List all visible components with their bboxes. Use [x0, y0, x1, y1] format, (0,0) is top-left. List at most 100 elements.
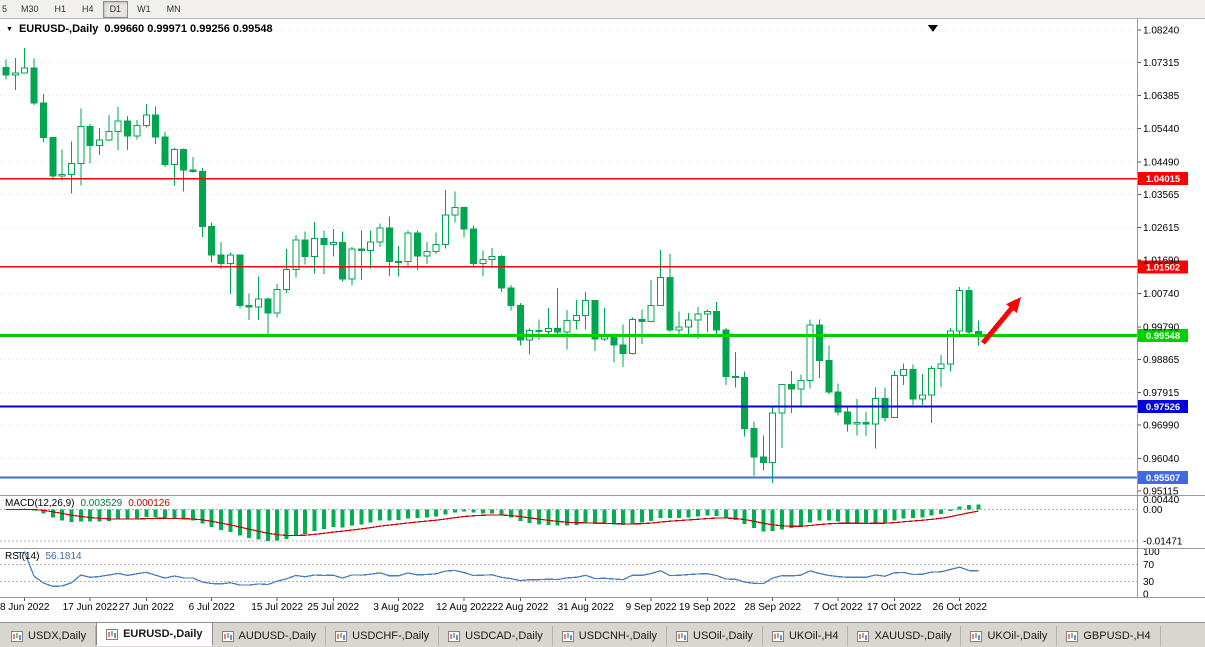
- macd-signal-line: [5, 508, 979, 537]
- symbol-tab-audusd-daily[interactable]: AUDUSD-,Daily: [213, 626, 327, 646]
- svg-text:0: 0: [1143, 590, 1149, 601]
- svg-text:0.99790: 0.99790: [1143, 322, 1180, 333]
- svg-text:7 Oct 2022: 7 Oct 2022: [814, 602, 863, 613]
- horizontal-line[interactable]: 1.01502: [0, 260, 1188, 274]
- svg-text:0.98865: 0.98865: [1143, 355, 1180, 366]
- svg-text:22 Aug 2022: 22 Aug 2022: [492, 602, 549, 613]
- price-label-badge: 0.99548: [1138, 328, 1188, 342]
- svg-text:-0.01471: -0.01471: [1143, 537, 1183, 548]
- svg-text:0.00440: 0.00440: [1143, 495, 1180, 506]
- price-label-badge: 1.01502: [1138, 260, 1188, 274]
- svg-text:17 Jun 2022: 17 Jun 2022: [63, 602, 118, 613]
- svg-text:0.96040: 0.96040: [1143, 454, 1180, 465]
- rsi-line: [15, 551, 979, 588]
- symbol-tab-label: UKOil-,Daily: [987, 630, 1048, 642]
- horizontal-line[interactable]: 1.04015: [0, 172, 1188, 186]
- svg-text:19 Sep 2022: 19 Sep 2022: [679, 602, 736, 613]
- chart-thumbnail-icon: [561, 630, 574, 642]
- svg-text:25 Jul 2022: 25 Jul 2022: [307, 602, 359, 613]
- chart-thumbnail-icon: [1066, 630, 1079, 642]
- svg-text:1.04015: 1.04015: [1146, 174, 1181, 185]
- symbol-tab-usdx-daily[interactable]: USDX,Daily: [2, 626, 97, 646]
- chart-thumbnail-icon: [335, 630, 348, 642]
- time-axis[interactable]: 8 Jun 2022 17 Jun 2022 27 Jun 2022 6 Jul 20…: [0, 597, 987, 614]
- symbol-tab-xauusd-daily[interactable]: XAUUSD-,Daily: [848, 626, 962, 646]
- svg-text:1.01690: 1.01690: [1143, 256, 1180, 267]
- rsi-axis[interactable]: 100 70 30 0: [1143, 547, 1160, 601]
- timeframe-button-m30[interactable]: M30: [21, 4, 39, 14]
- svg-text:1.02615: 1.02615: [1143, 223, 1180, 234]
- svg-text:12 Aug 2022: 12 Aug 2022: [436, 602, 493, 613]
- svg-text:0.95507: 0.95507: [1146, 473, 1180, 484]
- horizontal-line[interactable]: 0.95507: [0, 470, 1188, 484]
- svg-text:27 Jun 2022: 27 Jun 2022: [119, 602, 174, 613]
- timeframe-button-mn[interactable]: MN: [166, 4, 181, 14]
- rsi-indicator: [0, 551, 1137, 588]
- horizontal-line[interactable]: 0.99548: [0, 328, 1188, 342]
- price-grid: [0, 29, 1137, 492]
- svg-text:3 Aug 2022: 3 Aug 2022: [373, 602, 424, 613]
- symbol-tab-ukoil-daily[interactable]: UKOil-,Daily: [961, 626, 1058, 646]
- symbol-tab-usdcnh-daily[interactable]: USDCNH-,Daily: [553, 626, 668, 646]
- svg-text:1.04490: 1.04490: [1143, 157, 1180, 168]
- chart-thumbnail-icon: [857, 630, 870, 642]
- symbol-tab-label: AUDUSD-,Daily: [238, 630, 317, 642]
- svg-text:1.07315: 1.07315: [1143, 58, 1180, 69]
- svg-text:0.96990: 0.96990: [1143, 421, 1180, 432]
- svg-text:1.01502: 1.01502: [1146, 262, 1180, 273]
- chart-canvas[interactable]: 1.040151.015020.995480.975260.955071.082…: [0, 19, 1205, 622]
- price-label-badge: 1.04015: [1138, 172, 1188, 186]
- svg-text:1.03565: 1.03565: [1143, 190, 1180, 201]
- horizontal-line[interactable]: 0.97526: [0, 399, 1188, 413]
- symbol-tab-label: GBPUSD-,H4: [1083, 630, 1151, 642]
- symbol-tab-label: USDCHF-,Daily: [352, 630, 430, 642]
- symbol-tab-gbpusd-h4[interactable]: GBPUSD-,H4: [1057, 626, 1161, 646]
- chart-thumbnail-icon: [11, 630, 23, 642]
- symbol-tab-label: USDCNH-,Daily: [578, 630, 658, 642]
- price-label-badge: 0.95507: [1138, 470, 1188, 484]
- svg-text:1.08240: 1.08240: [1143, 26, 1180, 37]
- timeframe-button-partial[interactable]: 5: [2, 4, 8, 14]
- svg-text:0.97526: 0.97526: [1146, 402, 1180, 413]
- symbol-tab-label: UKOil-,H4: [788, 630, 839, 642]
- svg-text:1.05440: 1.05440: [1143, 124, 1180, 135]
- chart-thumbnail-icon: [221, 630, 234, 642]
- symbol-tab-ukoil-h4[interactable]: UKOil-,H4: [763, 626, 849, 646]
- svg-text:0.00: 0.00: [1143, 505, 1163, 516]
- symbol-tab-bar: USDX,Daily EURUSD-,Daily AUDUSD-,Daily USDC…: [0, 622, 1205, 647]
- svg-text:6 Jul 2022: 6 Jul 2022: [189, 602, 236, 613]
- chart-thumbnail-icon: [676, 630, 689, 642]
- price-axis[interactable]: 1.08240 1.07315 1.06385 1.05440 1.04490 1.035…: [1137, 26, 1180, 498]
- chart-thumbnail-icon: [771, 630, 784, 642]
- chart-shift-marker[interactable]: [928, 25, 938, 32]
- svg-text:0.95115: 0.95115: [1143, 487, 1179, 498]
- symbol-tab-usoil-daily[interactable]: USOil-,Daily: [667, 626, 763, 646]
- symbol-tab-eurusd-daily[interactable]: EURUSD-,Daily: [96, 622, 213, 646]
- symbol-tab-label: USDX,Daily: [28, 630, 87, 642]
- symbol-tab-usdchf-daily[interactable]: USDCHF-,Daily: [326, 626, 440, 646]
- symbol-tab-label: USOil-,Daily: [693, 630, 753, 642]
- svg-text:1.00740: 1.00740: [1143, 289, 1180, 300]
- timeframe-button-h1[interactable]: H1: [54, 4, 67, 14]
- timeframe-button-d1[interactable]: D1: [102, 0, 129, 18]
- timeframe-button-w1[interactable]: W1: [137, 4, 151, 14]
- svg-text:15 Jul 2022: 15 Jul 2022: [251, 602, 303, 613]
- macd-indicator: [0, 504, 1137, 542]
- timeframe-toolbar: 5 M30 H1 H4 D1 W1 MN: [0, 0, 1205, 19]
- timeframe-button-h4[interactable]: H4: [82, 4, 94, 14]
- chart-thumbnail-icon: [448, 630, 461, 642]
- symbol-tab-label: USDCAD-,Daily: [465, 630, 543, 642]
- svg-text:0.99548: 0.99548: [1146, 331, 1180, 342]
- trend-arrow[interactable]: [981, 297, 1021, 345]
- svg-text:1.06385: 1.06385: [1143, 91, 1180, 102]
- chart-region[interactable]: 1.04015 1.01502 0.99548 0.97526 0.95507 1.082…: [0, 19, 1205, 622]
- symbol-tab-usdcad-daily[interactable]: USDCAD-,Daily: [439, 626, 553, 646]
- symbol-tab-label: EURUSD-,Daily: [123, 628, 203, 640]
- svg-text:9 Sep 2022: 9 Sep 2022: [626, 602, 678, 613]
- symbol-tab-label: XAUUSD-,Daily: [874, 630, 952, 642]
- svg-text:26 Oct 2022: 26 Oct 2022: [932, 602, 987, 613]
- svg-text:28 Sep 2022: 28 Sep 2022: [744, 602, 801, 613]
- svg-text:30: 30: [1143, 577, 1155, 588]
